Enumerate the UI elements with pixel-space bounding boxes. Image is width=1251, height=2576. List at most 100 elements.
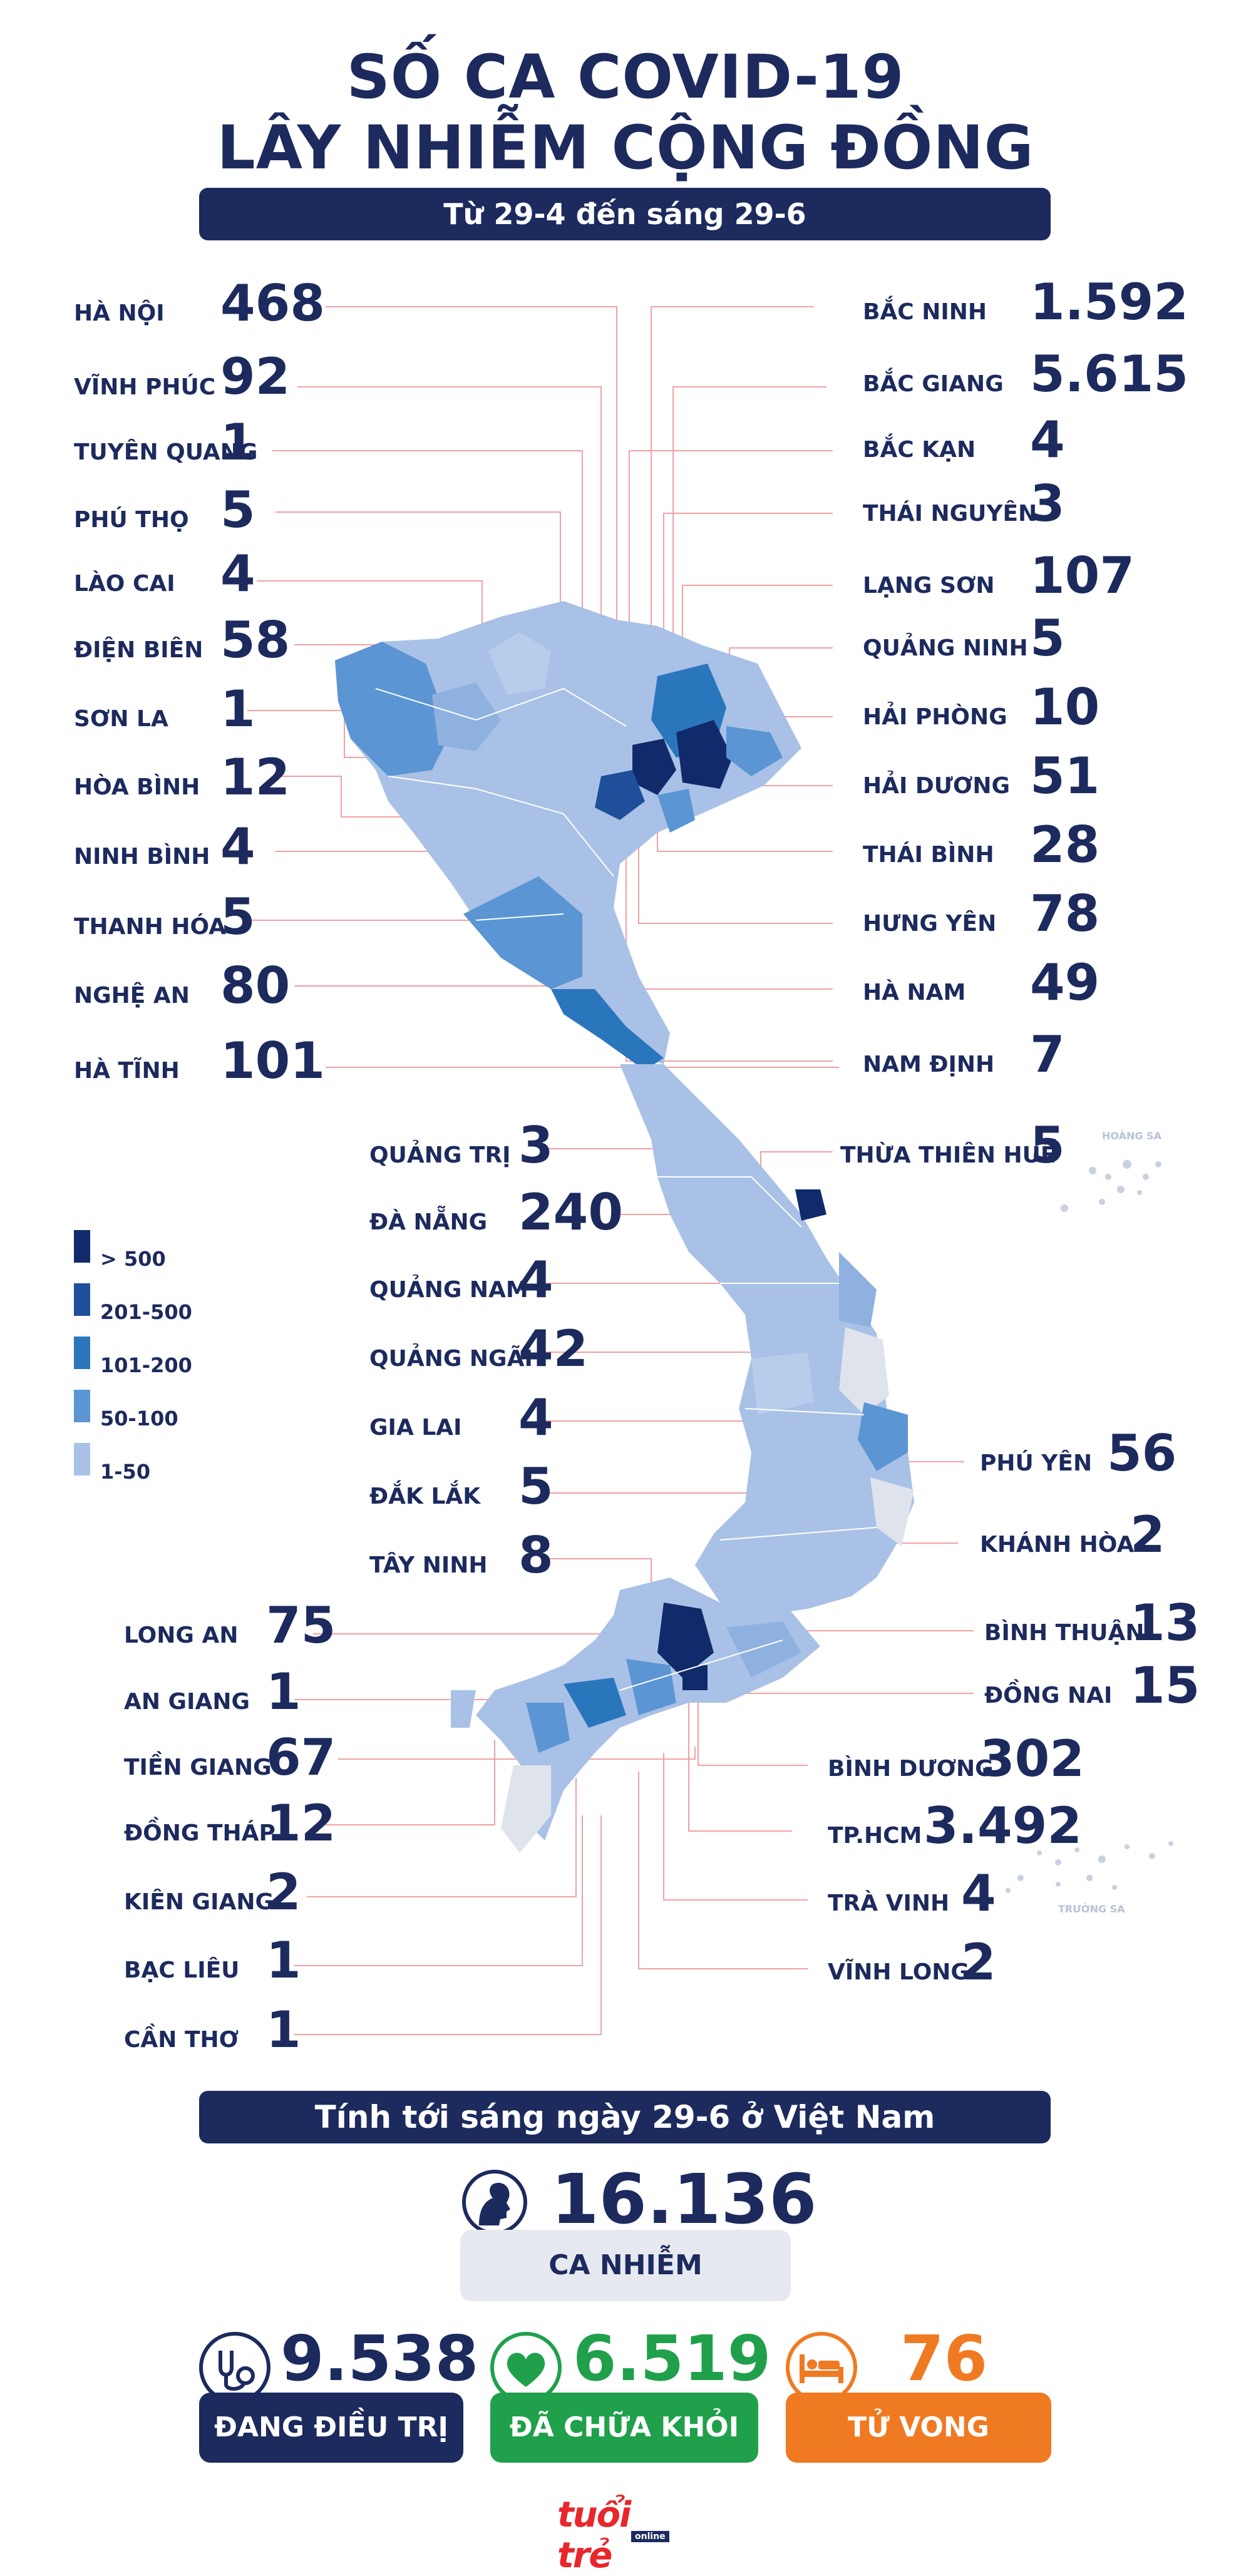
- bed-icon: [786, 2332, 857, 2403]
- province-name: BÌNH THUẬN: [984, 1620, 1145, 1646]
- province-value: 10: [1030, 678, 1100, 736]
- province-name: CẦN THƠ: [124, 2027, 239, 2053]
- deaths-value: 76: [900, 2322, 988, 2395]
- province-value: 7: [1030, 1025, 1065, 1084]
- province-value: 5: [220, 888, 255, 946]
- province-name: QUẢNG NGÃI: [369, 1346, 533, 1372]
- province-name: VĨNH PHÚC: [74, 374, 216, 400]
- province-value: 4: [220, 545, 255, 603]
- province-value: 67: [266, 1728, 336, 1787]
- province-value: 4: [1030, 411, 1065, 469]
- province-value: 28: [1030, 816, 1100, 874]
- province-name: LẠNG SƠN: [863, 573, 995, 598]
- province-name: AN GIANG: [124, 1689, 250, 1715]
- province-value: 5: [1030, 609, 1065, 667]
- summary-banner: Tính tới sáng ngày 29-6 ở Việt Nam: [199, 2091, 1051, 2143]
- province-value: 1: [266, 2001, 301, 2059]
- province-name: VĨNH LONG: [828, 1959, 969, 1985]
- province-value: 240: [518, 1183, 623, 1241]
- person-icon: [462, 2170, 527, 2235]
- province-name: TIỀN GIANG: [124, 1755, 272, 1780]
- province-value: 13: [1130, 1594, 1200, 1652]
- deaths-label: TỬ VONG: [786, 2393, 1051, 2463]
- province-value: 56: [1107, 1424, 1177, 1482]
- province-name: TÂY NINH: [369, 1552, 488, 1578]
- province-name: GIA LAI: [369, 1415, 462, 1440]
- province-name: HÒA BÌNH: [74, 774, 200, 800]
- province-value: 4: [220, 818, 255, 876]
- province-name: LÀO CAI: [74, 571, 175, 597]
- province-name: HÀ NỘI: [74, 300, 165, 326]
- province-value: 468: [220, 274, 325, 332]
- province-name: HÀ TĨNH: [74, 1058, 180, 1084]
- province-name: QUẢNG NINH: [863, 635, 1028, 661]
- province-name: ĐẮK LẮK: [369, 1484, 481, 1509]
- total-cases-label: CA NHIỄM: [548, 2249, 703, 2281]
- province-name: KIÊN GIANG: [124, 1889, 274, 1915]
- province-value: 1: [220, 413, 255, 471]
- province-name: PHÚ THỌ: [74, 507, 189, 533]
- province-value: 2: [266, 1863, 301, 1921]
- province-value: 2: [1130, 1506, 1165, 1564]
- province-name: QUẢNG NAM: [369, 1277, 528, 1303]
- province-name: BÌNH DƯƠNG: [828, 1756, 994, 1782]
- legend-label: 50-100: [100, 1407, 178, 1430]
- province-name: ĐỒNG THÁP: [124, 1820, 275, 1846]
- province-name: BẠC LIÊU: [124, 1958, 240, 1983]
- province-value: 51: [1030, 747, 1100, 805]
- province-name: HẢI DƯƠNG: [863, 773, 1011, 799]
- province-name: NINH BÌNH: [74, 844, 210, 870]
- province-value: 3: [1030, 475, 1065, 533]
- title-line-1: SỐ CA COVID-19: [346, 42, 905, 112]
- truong-sa-label: TRƯỜNG SA: [1058, 1903, 1125, 1915]
- province-name: QUẢNG TRỊ: [369, 1142, 511, 1168]
- province-name: HẢI PHÒNG: [863, 704, 1007, 730]
- province-value: 15: [1130, 1656, 1200, 1715]
- total-cases-value: 16.136: [551, 2159, 817, 2239]
- province-name: TRÀ VINH: [828, 1891, 950, 1916]
- province-name: KHÁNH HÒA: [980, 1532, 1135, 1557]
- province-value: 1: [266, 1663, 301, 1721]
- legend-label: > 500: [100, 1247, 166, 1271]
- province-value: 101: [220, 1032, 325, 1090]
- province-name: NAM ĐỊNH: [863, 1052, 995, 1077]
- province-value: 42: [518, 1320, 589, 1378]
- province-name: THANH HÓA: [74, 914, 226, 940]
- province-value: 4: [518, 1251, 553, 1309]
- legend-label: 101-200: [100, 1353, 192, 1377]
- province-name: THÁI BÌNH: [863, 842, 994, 868]
- province-name: SƠN LA: [74, 706, 168, 732]
- logo-sub: online: [631, 2531, 669, 2542]
- treating-label: ĐANG ĐIỀU TRỊ: [199, 2393, 463, 2463]
- province-name: HƯNG YÊN: [863, 911, 997, 936]
- legend-label: 201-500: [100, 1300, 192, 1324]
- province-value: 1.592: [1030, 273, 1189, 331]
- province-name: ĐIỆN BIÊN: [74, 637, 203, 663]
- treating-value: 9.538: [281, 2322, 479, 2395]
- province-name: ĐỒNG NAI: [984, 1683, 1113, 1708]
- province-name: TP.HCM: [828, 1823, 922, 1849]
- province-value: 5: [220, 481, 255, 539]
- tuoi-tre-logo: tuổi trẻ online: [557, 2495, 695, 2576]
- province-name: LONG AN: [124, 1623, 239, 1648]
- province-value: 78: [1030, 885, 1100, 943]
- province-name: THÁI NGUYÊN: [863, 501, 1037, 526]
- province-name: BẮC NINH: [863, 299, 987, 325]
- province-value: 80: [220, 957, 291, 1015]
- province-value: 5: [1030, 1116, 1065, 1174]
- legend-swatch: [74, 1283, 90, 1316]
- legend-label: 1-50: [100, 1460, 151, 1484]
- province-value: 5.615: [1030, 345, 1189, 403]
- province-value: 107: [1030, 547, 1135, 605]
- recovered-label: ĐÃ CHỮA KHỎI: [490, 2393, 758, 2463]
- legend-swatch: [74, 1337, 90, 1369]
- province-name: BẮC GIANG: [863, 371, 1004, 397]
- province-value: 2: [961, 1933, 996, 1991]
- province-name: TUYÊN QUANG: [74, 439, 258, 465]
- province-name: HÀ NAM: [863, 980, 966, 1005]
- province-value: 92: [220, 347, 291, 406]
- province-name: NGHỆ AN: [74, 983, 190, 1008]
- province-name: BẮC KẠN: [863, 437, 976, 463]
- province-name: THỪA THIÊN HUẾ: [840, 1142, 1056, 1168]
- province-value: 4: [518, 1388, 553, 1447]
